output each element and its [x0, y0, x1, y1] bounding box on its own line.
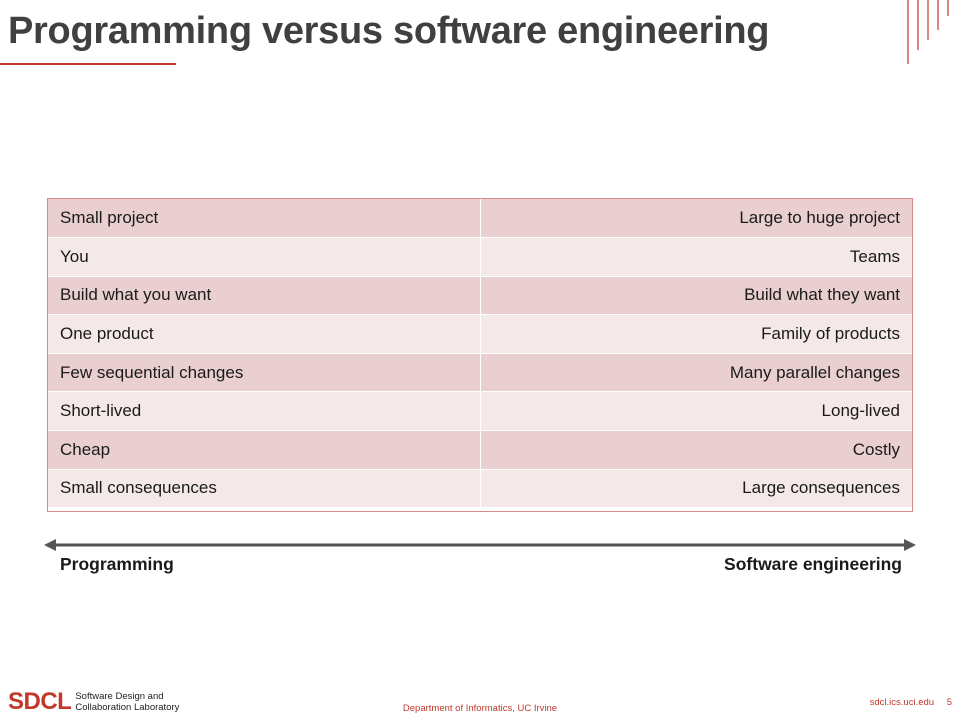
lab-name-line1: Software Design and	[75, 691, 164, 702]
programming-label: Programming	[60, 554, 174, 574]
programming-cell: Cheap	[48, 430, 481, 470]
programming-cell: Short-lived	[48, 391, 481, 432]
table-row: You Teams	[48, 237, 912, 277]
sdcl-logo: SDCL Software Design and Collaboration L…	[8, 690, 179, 714]
software-engineering-cell: Large consequences	[480, 469, 912, 509]
software-engineering-cell: Many parallel changes	[480, 353, 912, 393]
comparison-table: Small project Large to huge project You …	[48, 199, 912, 509]
programming-cell: Small consequences	[48, 469, 481, 509]
footer-site: sdcl.ics.uci.edu 5	[870, 697, 952, 708]
table-row: Short-lived Long-lived	[48, 391, 912, 432]
lab-name: Software Design and Collaboration Labora…	[75, 691, 179, 714]
software-engineering-label: Software engineering	[724, 554, 902, 574]
department-footer: Department of Informatics, UC Irvine	[402, 703, 558, 714]
software-engineering-cell: Build what they want	[480, 276, 912, 316]
programming-cell: Build what you want	[48, 276, 481, 316]
corner-decoration	[907, 0, 949, 64]
title-underline	[0, 63, 176, 65]
table-row: Cheap Costly	[48, 430, 912, 470]
software-engineering-cell: Family of products	[480, 314, 912, 354]
table-row: Small consequences Large consequences	[48, 469, 912, 509]
software-engineering-cell: Long-lived	[480, 391, 912, 432]
software-engineering-cell: Teams	[480, 237, 912, 277]
programming-cell: You	[48, 237, 481, 277]
lab-name-line2: Collaboration Laboratory	[75, 702, 180, 713]
table-row: One product Family of products	[48, 314, 912, 354]
table-row: Build what you want Build what they want	[48, 276, 912, 316]
programming-cell: Few sequential changes	[48, 353, 481, 393]
programming-cell: One product	[48, 314, 481, 354]
programming-cell: Small project	[48, 199, 481, 239]
software-engineering-cell: Large to huge project	[480, 199, 912, 239]
table-row: Small project Large to huge project	[48, 199, 912, 239]
software-engineering-cell: Costly	[480, 430, 912, 470]
table-row: Few sequential changes Many parallel cha…	[48, 353, 912, 393]
site-url: sdcl.ics.uci.edu	[869, 697, 935, 708]
page-number: 5	[946, 697, 952, 708]
spectrum-arrow	[44, 539, 916, 551]
slide-title: Programming versus software engineering	[8, 10, 770, 52]
logo-wordmark: SDCL	[8, 688, 72, 715]
